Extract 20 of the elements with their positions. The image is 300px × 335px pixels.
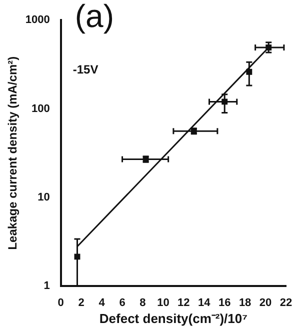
y-axis-title: Leakage current density (mA/cm²) — [6, 56, 20, 250]
x-tick-label: 14 — [198, 296, 212, 309]
y-tick-label: 100 — [32, 102, 50, 115]
x-tick-label: 12 — [178, 296, 190, 309]
x-tick-label: 16 — [218, 296, 231, 309]
y-tick-label: 1000 — [25, 14, 50, 26]
annotation: -15V — [72, 62, 98, 76]
x-tick-label: 8 — [140, 296, 146, 309]
x-tick-label: 0 — [58, 296, 64, 309]
x-tick-label: 10 — [157, 296, 170, 309]
chart-title: (a) — [74, 0, 114, 34]
x-tick-label: 22 — [280, 296, 292, 309]
x-tick-label: 4 — [98, 296, 106, 309]
x-tick-label: 18 — [238, 296, 252, 309]
x-axis-title: Defect density(cm⁻²)/10⁷ — [99, 310, 248, 326]
y-tick-label: 1 — [44, 280, 50, 292]
x-tick-label: 6 — [119, 296, 126, 309]
x-tick-label: 20 — [259, 296, 272, 309]
y-tick-label: 10 — [38, 192, 50, 204]
x-tick-label: 2 — [78, 296, 84, 309]
